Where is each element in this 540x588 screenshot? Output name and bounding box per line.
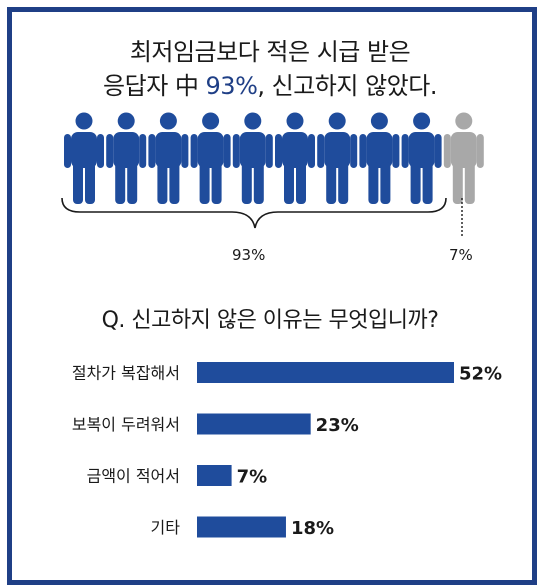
person-icon-highlighted (401, 112, 442, 204)
person-icon-highlighted (106, 112, 147, 204)
value-label: 18% (291, 518, 334, 539)
category-label: 기타 (151, 518, 181, 537)
category-label: 절차가 복잡해서 (72, 364, 180, 383)
bar (197, 516, 286, 538)
bar (197, 413, 311, 435)
headline-line1: 최저임금보다 적은 시급 받은 (129, 38, 411, 66)
minority-percent-label: 7% (449, 246, 473, 264)
person-icon-highlighted (148, 112, 189, 204)
headline: 최저임금보다 적은 시급 받은 응답자 中 93%, 신고하지 않았다. (0, 35, 540, 103)
bar (197, 465, 232, 486)
person-icon-highlighted (359, 112, 400, 204)
bar (197, 362, 454, 383)
category-label: 보복이 두려워서 (72, 415, 180, 434)
headline-line2: 응답자 中 93%, 신고하지 않았다. (0, 69, 540, 103)
person-icon-highlighted (275, 112, 315, 204)
person-icon-highlighted (64, 112, 104, 204)
person-icon-other (443, 112, 484, 204)
outer-frame (7, 7, 537, 585)
headline-line2-suffix: , 신고하지 않았다. (257, 72, 437, 100)
category-label: 금액이 적어서 (87, 467, 180, 486)
value-label: 23% (316, 415, 359, 436)
majority-brace (61, 197, 447, 229)
question-heading: Q. 신고하지 않은 이유는 무엇입니까? (101, 308, 439, 333)
headline-highlight-percent: 93% (205, 72, 258, 100)
person-icon-highlighted (190, 112, 231, 204)
people-pictogram (64, 112, 484, 204)
brace-annotation (61, 197, 463, 236)
value-label: 52% (459, 364, 502, 385)
majority-percent-label: 93% (232, 246, 266, 264)
value-label: 7% (237, 467, 268, 488)
person-icon-highlighted (232, 112, 273, 204)
headline-line2-prefix: 응답자 中 (103, 72, 206, 100)
person-icon-highlighted (317, 112, 358, 204)
